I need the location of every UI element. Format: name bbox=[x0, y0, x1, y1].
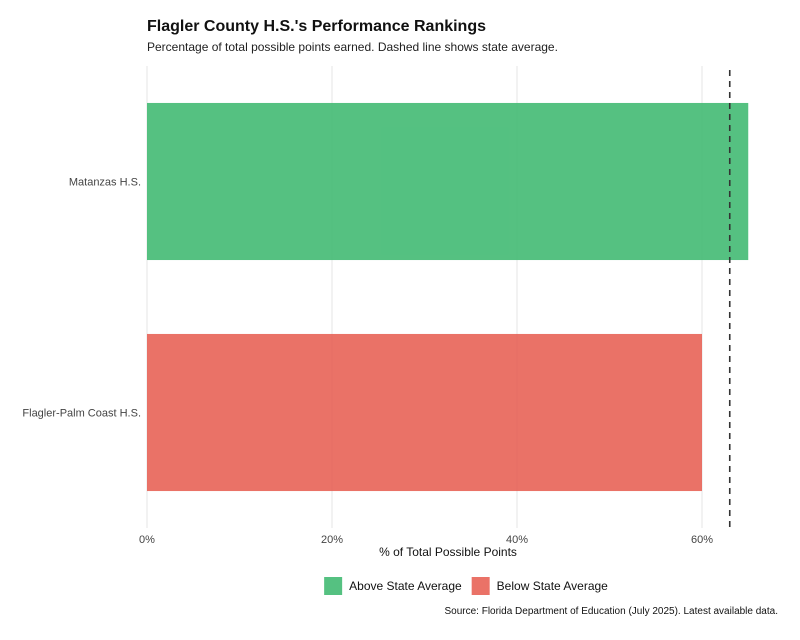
legend-label-below: Below State Average bbox=[497, 579, 609, 593]
bar-matanzas-h-s bbox=[147, 102, 749, 261]
legend-swatch-above bbox=[324, 577, 343, 595]
category-label-matanzas-h-s: Matanzas H.S. bbox=[69, 177, 141, 189]
x-tick-label: 40% bbox=[506, 534, 528, 546]
category-label-flagler-palm-coast-h-s: Flagler-Palm Coast H.S. bbox=[22, 408, 141, 420]
bar-flagler-palm-coast-h-s bbox=[147, 333, 702, 492]
x-tick-label: 20% bbox=[321, 534, 343, 546]
x-axis-title: % of Total Possible Points bbox=[379, 545, 517, 559]
x-tick-label: 60% bbox=[691, 534, 713, 546]
category-labels: Matanzas H.S. Flagler-Palm Coast H.S. bbox=[22, 177, 141, 420]
source-note: Source: Florida Department of Education … bbox=[444, 606, 778, 617]
bars bbox=[147, 102, 749, 492]
legend-label-above: Above State Average bbox=[349, 579, 462, 593]
x-tick-labels: 0% 20% 40% 60% bbox=[139, 534, 713, 546]
legend: Above State Average Below State Average bbox=[324, 577, 608, 595]
chart-title: Flagler County H.S.'s Performance Rankin… bbox=[147, 18, 486, 35]
x-tick-label: 0% bbox=[139, 534, 155, 546]
chart-subtitle: Percentage of total possible points earn… bbox=[147, 40, 558, 54]
legend-swatch-below bbox=[471, 577, 490, 595]
